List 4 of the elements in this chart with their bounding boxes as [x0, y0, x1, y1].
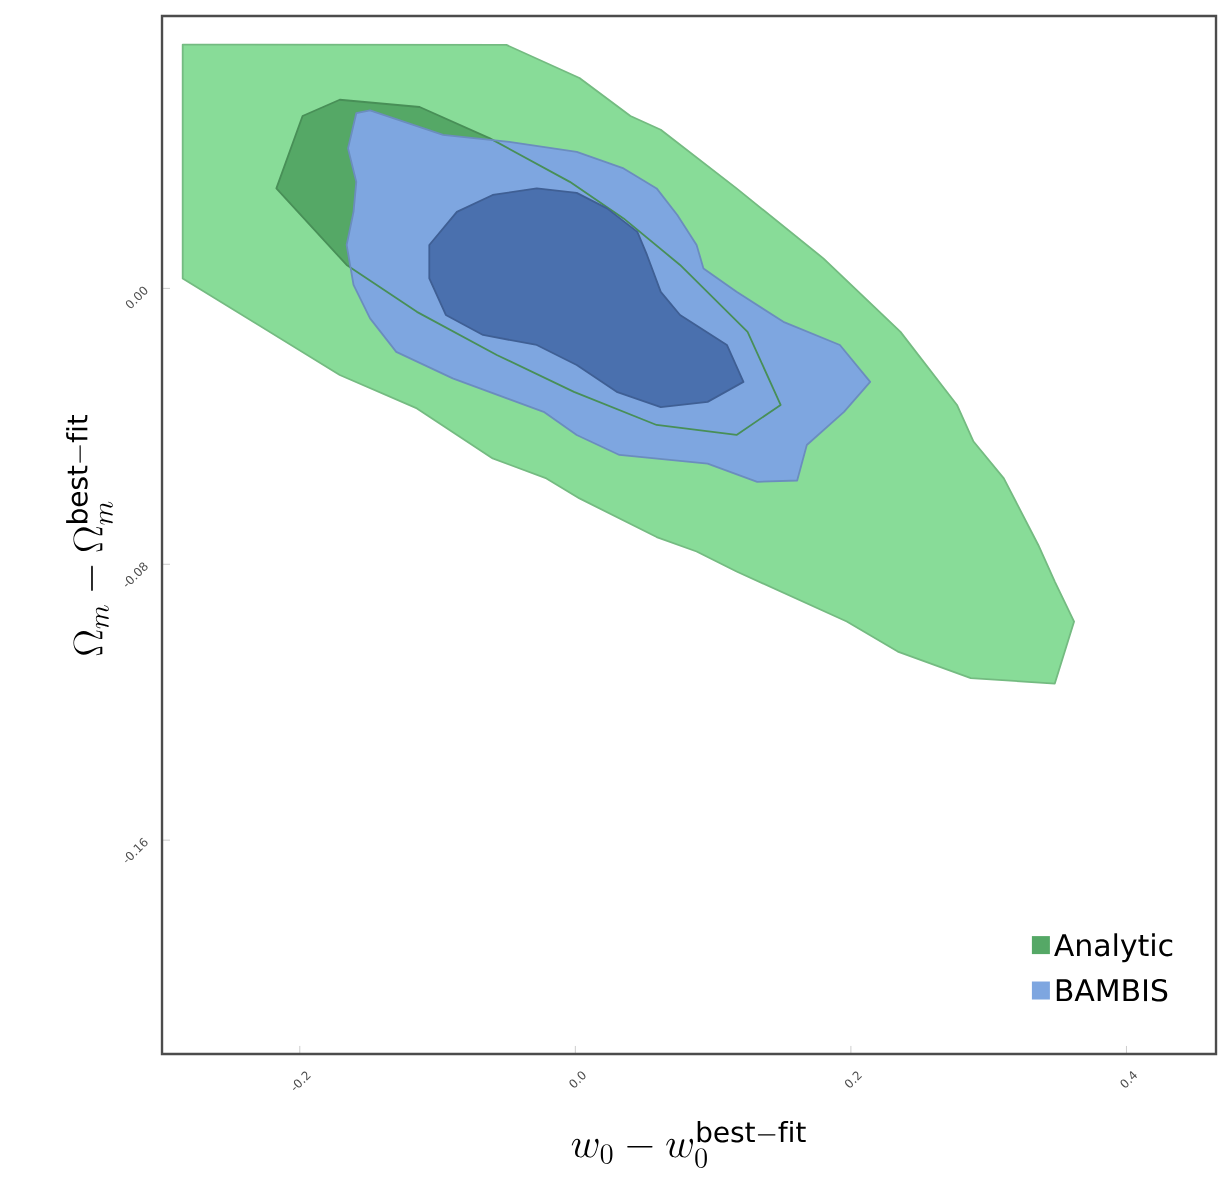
x-axis-title: $w_0 - w_0^{\rm best-fit}$ — [571, 1120, 806, 1168]
legend-label: BAMBIS — [1056, 978, 1168, 1002]
y-axis-title: $\Omega_m - \Omega_m^{\rm best-fit}$ — [66, 414, 113, 656]
legend-label: Analytic — [1054, 933, 1173, 963]
